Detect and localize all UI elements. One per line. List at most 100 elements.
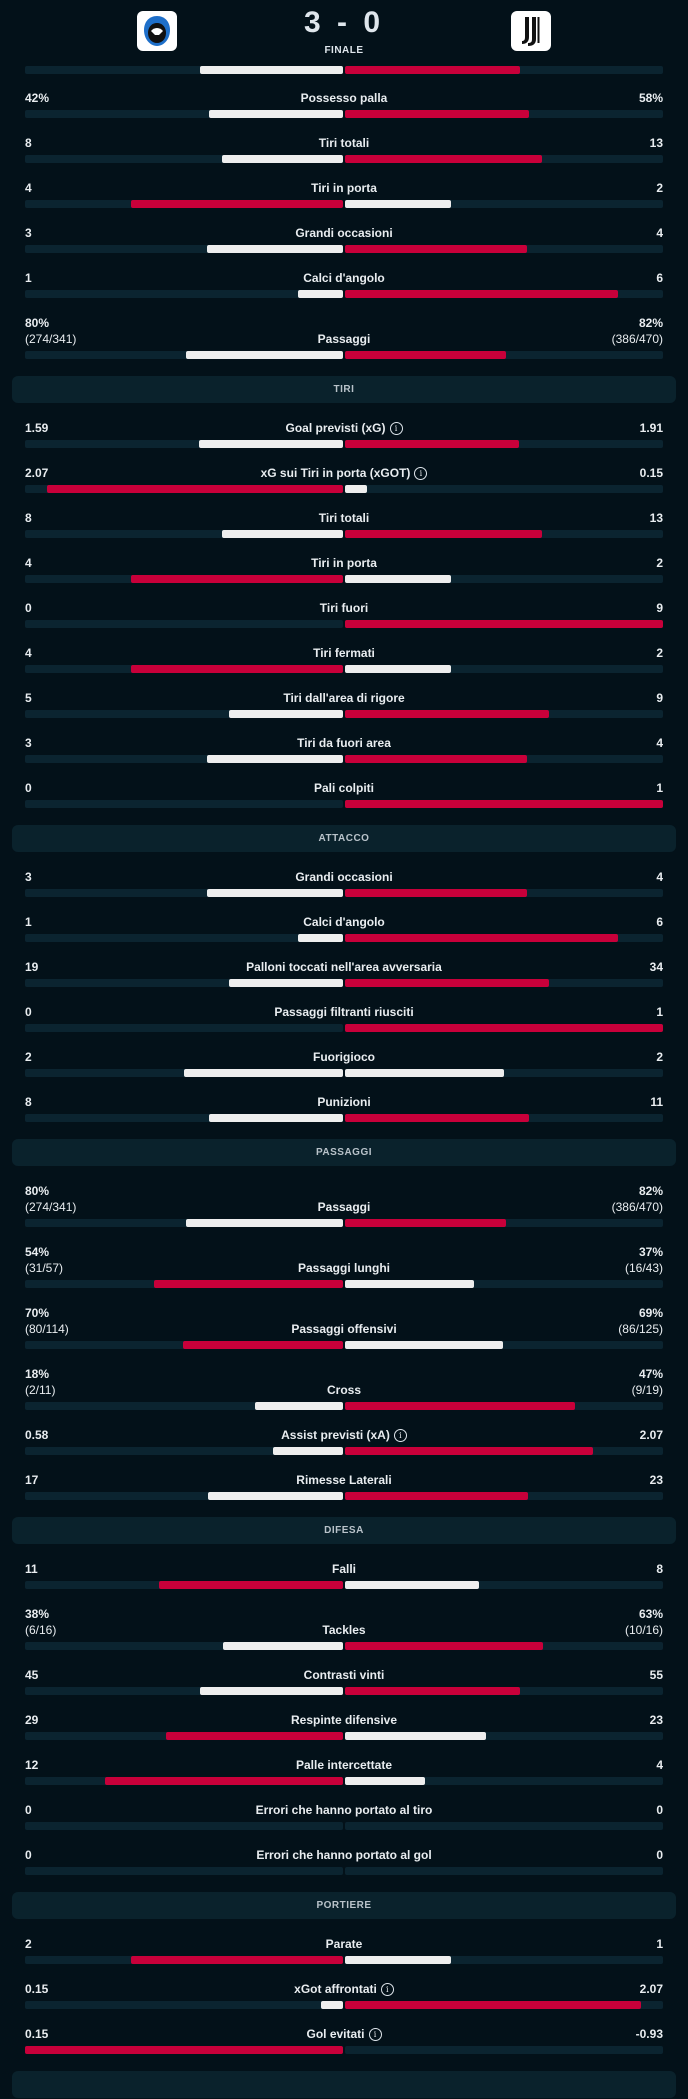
away-value-main: 82% bbox=[638, 316, 663, 330]
home-value-detail: (2/11) bbox=[25, 1383, 56, 1397]
home-value: 2.07 bbox=[25, 465, 261, 481]
away-value-main: 37% bbox=[638, 1245, 663, 1259]
bar-track-right bbox=[345, 1447, 663, 1455]
stat-text: 42% Possesso palla 58% bbox=[25, 90, 663, 106]
match-status: FINALE bbox=[324, 45, 364, 56]
stat-bar bbox=[25, 1687, 663, 1695]
stat-label: Passaggi lunghi bbox=[298, 1260, 390, 1276]
bar-fill-left bbox=[130, 665, 343, 673]
away-value-main: 0 bbox=[656, 1803, 663, 1817]
away-value-main: 6 bbox=[656, 915, 663, 929]
home-value: 8 bbox=[25, 510, 319, 526]
away-value: 13 bbox=[369, 510, 663, 526]
home-value-main: 8 bbox=[25, 1095, 32, 1109]
bar-track-right bbox=[345, 979, 663, 987]
away-value: 2 bbox=[377, 180, 663, 196]
away-value: 2 bbox=[377, 555, 663, 571]
home-value-main: 8 bbox=[25, 136, 32, 150]
bar-fill-right bbox=[345, 155, 542, 163]
stat-label: Tackles bbox=[322, 1622, 365, 1638]
stat-label-text: Passaggi offensivi bbox=[291, 1322, 397, 1336]
home-value-main: 2 bbox=[25, 1050, 32, 1064]
bar-track-right bbox=[345, 1777, 663, 1785]
stat-bar bbox=[25, 800, 663, 808]
stat-text: 8 Punizioni 11 bbox=[25, 1094, 663, 1110]
away-value: 23 bbox=[397, 1712, 663, 1728]
home-value: 12 bbox=[25, 1757, 296, 1773]
bar-fill-right bbox=[345, 1114, 530, 1122]
bar-fill-left bbox=[25, 2046, 343, 2054]
stat-text: 2.07 xG sui Tiri in porta (xGOT) i 0.15 bbox=[25, 465, 663, 481]
bar-track-left bbox=[25, 485, 343, 493]
info-icon[interactable]: i bbox=[368, 2027, 382, 2041]
bar-fill-left bbox=[130, 575, 343, 583]
stat-row: 54% (31/57) Passaggi lunghi 37% (16/43) bbox=[0, 1244, 688, 1288]
stat-label-text: Palloni toccati nell'area avversaria bbox=[246, 960, 442, 974]
bar-fill-left bbox=[297, 290, 343, 298]
away-value: 47% (9/19) bbox=[361, 1366, 663, 1398]
away-value-main: 69% bbox=[638, 1306, 663, 1320]
stat-label-text: Passaggi lunghi bbox=[297, 1261, 390, 1275]
stat-label-text: Fuorigioco bbox=[313, 1050, 375, 1064]
bar-fill-left bbox=[130, 200, 343, 208]
away-value-main: 8 bbox=[656, 1562, 663, 1576]
stat-text: 38% (6/16) Tackles 63% (10/16) bbox=[25, 1606, 663, 1638]
stat-text: 0 Errori che hanno portato al gol 0 bbox=[25, 1847, 663, 1863]
away-value-main: 0.15 bbox=[639, 466, 663, 480]
away-value: 82% (386/470) bbox=[370, 315, 663, 347]
away-value: 2.07 bbox=[394, 1981, 663, 1997]
home-value-main: 4 bbox=[25, 181, 32, 195]
stat-label-text: Tiri dall'area di rigore bbox=[283, 691, 405, 705]
away-value-main: 23 bbox=[649, 1473, 663, 1487]
stat-text: 5 Tiri dall'area di rigore 9 bbox=[25, 690, 663, 706]
bar-track-left bbox=[25, 979, 343, 987]
stat-label-text: Goal previsti (xG) bbox=[285, 421, 386, 435]
bar-fill-right bbox=[345, 620, 663, 628]
stat-text: 29 Respinte difensive 23 bbox=[25, 1712, 663, 1728]
away-value: 4 bbox=[391, 735, 663, 751]
info-icon[interactable]: i bbox=[414, 466, 428, 480]
bar-fill-right bbox=[345, 1069, 504, 1077]
stat-label: xG sui Tiri in porta (xGOT) i bbox=[261, 465, 428, 481]
stat-bar bbox=[25, 934, 663, 942]
stat-label-text: Calci d'angolo bbox=[303, 915, 385, 929]
stat-label: Contrasti vinti bbox=[304, 1667, 385, 1683]
bar-track-right bbox=[345, 440, 663, 448]
bar-track-left bbox=[25, 889, 343, 897]
stat-label-text: xG sui Tiri in porta (xGOT) bbox=[260, 466, 411, 480]
home-team-logo[interactable] bbox=[137, 11, 177, 51]
bar-track-right bbox=[345, 200, 663, 208]
stat-label: Cross bbox=[327, 1382, 361, 1398]
stat-bar bbox=[25, 351, 663, 359]
info-icon[interactable]: i bbox=[380, 1982, 394, 1996]
bar-fill-right bbox=[345, 800, 663, 808]
stat-label-text: Punizioni bbox=[317, 1095, 371, 1109]
away-value-main: 2.07 bbox=[639, 1428, 663, 1442]
bar-fill-right bbox=[345, 290, 618, 298]
home-value-main: 18% bbox=[25, 1367, 50, 1381]
away-value: 63% (10/16) bbox=[366, 1606, 663, 1638]
bar-track-left bbox=[25, 1024, 343, 1032]
away-team-logo[interactable] bbox=[511, 11, 551, 51]
away-value: 0.15 bbox=[427, 465, 663, 481]
away-value: 8 bbox=[356, 1561, 663, 1577]
home-value: 5 bbox=[25, 690, 283, 706]
away-value-main: 13 bbox=[649, 511, 663, 525]
away-value-main: 13 bbox=[649, 136, 663, 150]
stat-text: 17 Rimesse Laterali 23 bbox=[25, 1472, 663, 1488]
stat-bar bbox=[25, 889, 663, 897]
bar-track-right bbox=[345, 1581, 663, 1589]
info-icon[interactable]: i bbox=[393, 1428, 407, 1442]
stat-row: 2 Fuorigioco 2 bbox=[0, 1049, 688, 1077]
info-icon[interactable]: i bbox=[389, 421, 403, 435]
bar-track-left bbox=[25, 620, 343, 628]
bar-fill-left bbox=[185, 351, 343, 359]
bar-track-right bbox=[345, 710, 663, 718]
bar-track-left bbox=[25, 1777, 343, 1785]
home-value-main: 0.15 bbox=[25, 1982, 49, 1996]
home-value-main: 1.59 bbox=[25, 421, 49, 435]
away-value-main: 2 bbox=[656, 1050, 663, 1064]
home-value-main: 2.07 bbox=[25, 466, 49, 480]
partial-stat-bar bbox=[0, 66, 688, 74]
stat-row: 1 Calci d'angolo 6 bbox=[0, 270, 688, 298]
